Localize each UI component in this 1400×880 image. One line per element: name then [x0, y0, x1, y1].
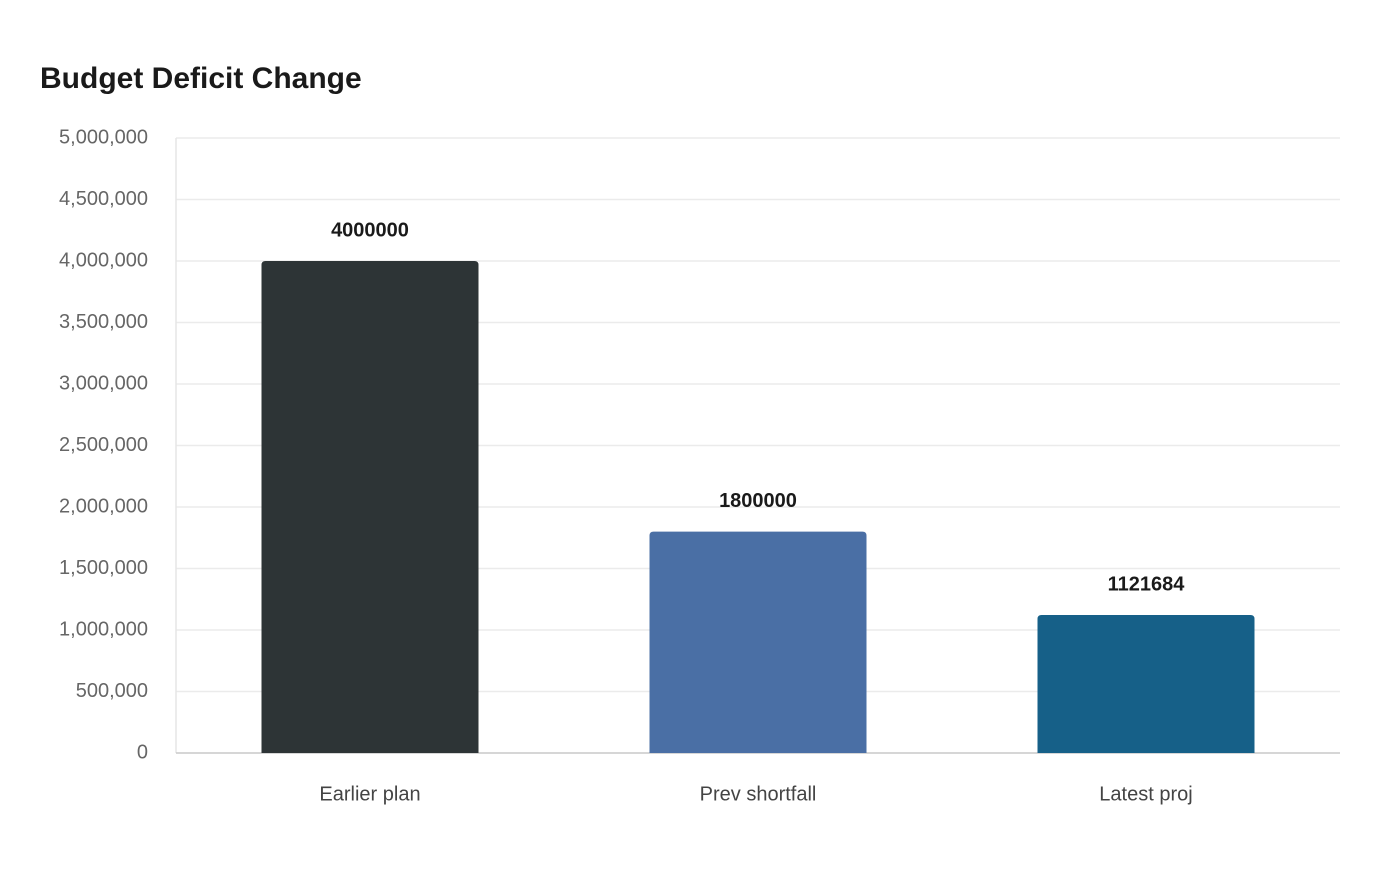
y-tick-label: 1,000,000: [59, 618, 148, 640]
y-tick-label: 3,500,000: [59, 311, 148, 333]
bar: [1037, 615, 1255, 753]
value-label: 1121684: [1108, 573, 1186, 595]
y-tick-label: 4,000,000: [59, 249, 148, 271]
y-tick-label: 2,000,000: [59, 495, 148, 517]
y-tick-label: 1,500,000: [59, 557, 148, 579]
x-tick-label: Latest proj: [1099, 783, 1192, 805]
y-tick-label: 500,000: [76, 680, 148, 702]
x-tick-label: Prev shortfall: [700, 783, 817, 805]
y-tick-label: 0: [137, 741, 148, 763]
x-tick-label: Earlier plan: [319, 783, 420, 805]
bar: [261, 261, 479, 753]
chart-title: Budget Deficit Change: [40, 62, 362, 95]
value-label: 4000000: [331, 219, 409, 241]
bar: [649, 531, 867, 753]
y-tick-label: 2,500,000: [59, 434, 148, 456]
y-tick-label: 5,000,000: [59, 126, 148, 148]
value-label: 1800000: [719, 490, 797, 512]
y-tick-label: 4,500,000: [59, 188, 148, 210]
y-tick-label: 3,000,000: [59, 372, 148, 394]
